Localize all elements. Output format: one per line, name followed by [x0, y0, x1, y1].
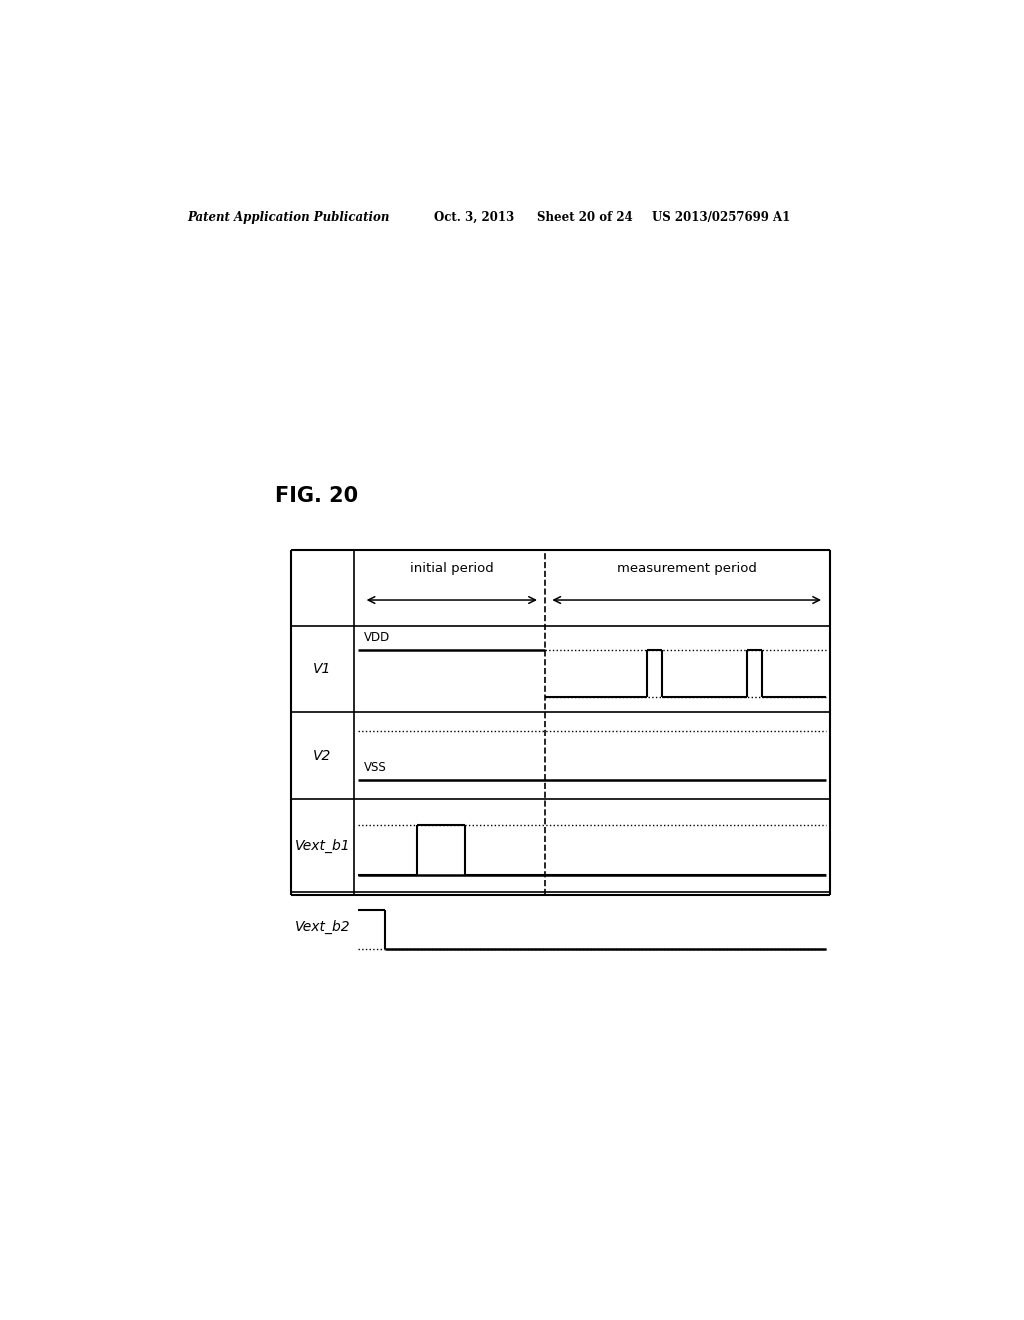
Text: Patent Application Publication: Patent Application Publication — [187, 211, 390, 224]
Text: Sheet 20 of 24: Sheet 20 of 24 — [537, 211, 633, 224]
Text: VSS: VSS — [364, 760, 386, 774]
Text: Vext_b2: Vext_b2 — [295, 920, 350, 933]
Text: Oct. 3, 2013: Oct. 3, 2013 — [433, 211, 514, 224]
Text: V1: V1 — [313, 663, 332, 676]
Text: VDD: VDD — [364, 631, 390, 644]
Text: V2: V2 — [313, 748, 332, 763]
Text: initial period: initial period — [410, 561, 494, 574]
Text: measurement period: measurement period — [616, 561, 757, 574]
Text: US 2013/0257699 A1: US 2013/0257699 A1 — [652, 211, 791, 224]
Text: Vext_b1: Vext_b1 — [295, 838, 350, 853]
Text: FIG. 20: FIG. 20 — [274, 486, 358, 506]
